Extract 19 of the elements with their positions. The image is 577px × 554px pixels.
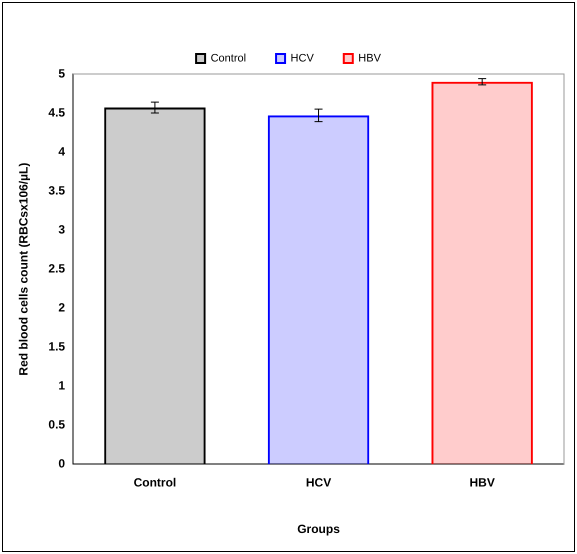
y-tick-label: 0 — [58, 456, 66, 471]
y-tick-label: 4.5 — [48, 105, 66, 120]
y-tick-label: 2.5 — [48, 261, 66, 276]
legend-label: HCV — [290, 52, 314, 65]
legend-label: HBV — [358, 52, 382, 65]
y-tick-label: 1 — [58, 378, 66, 392]
y-tick-label: 2 — [58, 300, 66, 314]
x-tick-label: HBV — [470, 476, 495, 490]
legend-label: Control — [210, 52, 246, 65]
y-tick-label: 5 — [58, 66, 66, 80]
y-tick-label: 4 — [58, 144, 66, 158]
y-tick-label: 0.5 — [48, 417, 66, 432]
x-tick-label: HCV — [306, 476, 332, 490]
y-tick-label: 1.5 — [48, 339, 66, 354]
y-axis-title: Red blood cells count (RBCsx106/µL) — [16, 162, 31, 376]
y-tick-label: 3.5 — [48, 183, 66, 198]
y-tick-label: 3 — [58, 222, 66, 236]
x-axis-title: Groups — [297, 522, 340, 536]
x-tick-label: Control — [134, 476, 176, 490]
